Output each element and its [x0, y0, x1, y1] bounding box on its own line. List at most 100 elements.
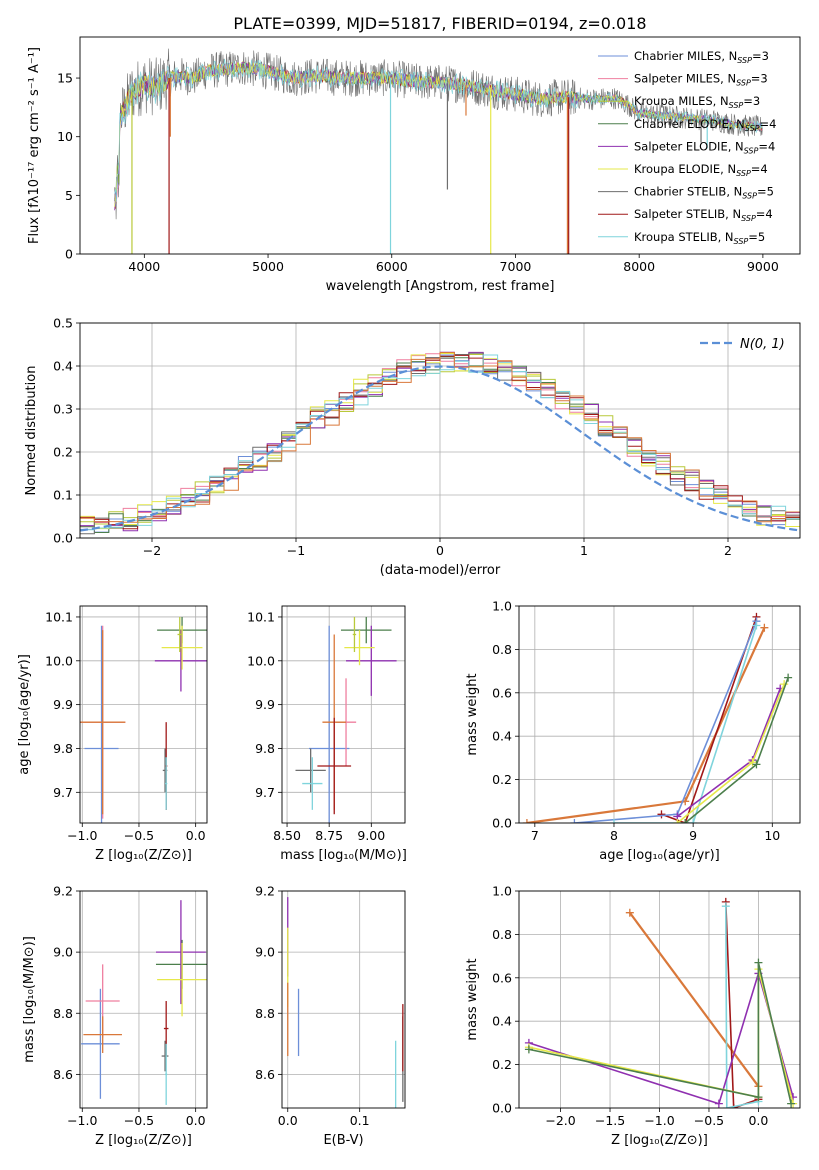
tick-label-y: 10 [57, 129, 73, 144]
weight-line [725, 901, 759, 1108]
plot-area-spectrum [114, 48, 764, 254]
plot-area-mass_vs_ebv [287, 897, 404, 1108]
tick-label-y: 9.7 [53, 785, 73, 800]
histogram-step [80, 352, 800, 537]
axes-spectrum: 4000 5000 6000 7000 8000 9000 0 5 10 15 wavelength… [27, 36, 801, 294]
weight-marker [721, 902, 730, 911]
tick-label-x: 2 [724, 543, 732, 558]
tick-label-y: 9.2 [53, 884, 73, 899]
tick-label-y: 0.0 [492, 816, 512, 831]
tick-label-y: 8.6 [255, 1067, 275, 1082]
tick-label-y: 0.4 [492, 729, 512, 744]
tick-label-y: 0.2 [492, 1057, 512, 1072]
x-axis-label: Z [log₁₀(Z/Z⊙)] [95, 848, 192, 863]
x-axis-label: Z [log₁₀(Z/Z⊙)] [611, 1133, 708, 1148]
axes-frame [518, 890, 801, 1109]
x-axis-label: (data-model)/error [380, 563, 501, 578]
tick-label-y: 10.1 [247, 609, 275, 624]
tick-label-x: 9 [689, 828, 697, 843]
tick-label-y: 0.5 [53, 316, 73, 331]
gaussian-curve [80, 365, 800, 532]
weight-marker [657, 810, 666, 819]
axes-frame [79, 36, 801, 255]
weight-marker [609, 819, 618, 823]
weight-line [661, 616, 758, 823]
legend-entry: Salpeter ELODIE, NSSP=4 [634, 139, 775, 155]
tick-label-x: 9.00 [357, 828, 385, 843]
histogram-legend: N(0, 1) [700, 337, 785, 352]
weight-marker [681, 819, 690, 823]
x-axis-label: mass [log₁₀(M/M⊙)] [280, 848, 407, 863]
tick-label-y: 9.8 [53, 741, 73, 756]
weight-marker [689, 819, 698, 823]
tick-label-y: 10.0 [45, 653, 73, 668]
legend-entry: Kroupa ELODIE, NSSP=4 [634, 162, 768, 178]
tick-label-x: 6000 [376, 259, 408, 274]
y-axis-label: mass [log₁₀(M/M⊙)] [22, 936, 37, 1063]
tick-label-x: 8.50 [273, 828, 301, 843]
axes-weight_vs_Z: −2.0 −1.5 −1.0 −0.5 0.0 0.0 0.2 0.4 0.6 0.8 1.0 Z [… [465, 884, 801, 1148]
panels: 4000 5000 6000 7000 8000 9000051015wavelength… [17, 36, 801, 1148]
legend-entry: Kroupa STELIB, NSSP=5 [634, 230, 765, 246]
tick-label-y: 0 [65, 247, 73, 262]
tick-label-x: −1.0 [644, 1113, 674, 1128]
weight-marker [673, 819, 682, 823]
tick-label-x: 10 [764, 828, 780, 843]
x-axis-label: age [log₁₀(age/yr)] [599, 848, 720, 863]
weight-line [526, 627, 766, 823]
tick-label-y: 0.3 [53, 402, 73, 417]
weight-marker [754, 958, 763, 967]
tick-label-y: 0.6 [492, 970, 512, 985]
x-axis-label: Z [log₁₀(Z/Z⊙)] [95, 1133, 192, 1148]
legend-entry: Salpeter STELIB, NSSP=4 [634, 207, 773, 223]
tick-label-x: 8000 [623, 259, 655, 274]
axes-weight_vs_age: 7 8 9 10 0.0 0.2 0.4 0.6 0.8 1.0 age [log₁₀(age/yr… [465, 599, 801, 863]
weight-marker [752, 621, 761, 630]
tick-label-x: 7000 [500, 259, 532, 274]
legend-entry: Salpeter MILES, NSSP=3 [634, 72, 768, 88]
axes-frame [281, 890, 406, 1109]
tick-label-y: 10.1 [45, 609, 73, 624]
weight-marker [524, 1045, 533, 1054]
weight-line [528, 970, 794, 1105]
plot-area-weight_vs_Z [524, 897, 798, 1108]
y-axis-label: Normed distribution [24, 366, 39, 496]
tick-label-x: 7 [531, 828, 539, 843]
weight-marker [522, 819, 531, 823]
axes-frame [79, 322, 801, 539]
tick-label-x: 0.0 [278, 1113, 298, 1128]
tick-label-y: 0.4 [492, 1014, 512, 1029]
axes-frame [79, 890, 208, 1109]
tick-label-x: −1.5 [595, 1113, 625, 1128]
axes-age_vs_Z: −1.0 −0.5 0.0 9.7 9.8 9.9 10.0 10.1 Z [log₁₀(Z/Z… [17, 605, 208, 863]
plot-area-mass_vs_Z [81, 900, 207, 1105]
plot-area-age_vs_Z [80, 616, 207, 823]
axes-frame [79, 605, 208, 824]
plot-area-weight_vs_age [522, 612, 793, 823]
weight-marker [787, 1099, 796, 1108]
tick-label-y: 9.7 [255, 785, 275, 800]
tick-label-y: 9.9 [53, 697, 73, 712]
y-axis-label: Flux [fλ10⁻¹⁷ erg cm⁻² s⁻¹ A⁻¹] [27, 47, 42, 244]
tick-label-y: 0.6 [492, 685, 512, 700]
axes-frame [281, 605, 406, 824]
axes-mass_vs_Z: −1.0 −0.5 0.0 8.6 8.8 9.0 9.2 Z [log₁₀(Z/Z⊙)] ma… [22, 884, 208, 1148]
axes-age_vs_mass: 8.50 8.75 9.00 9.7 9.8 9.9 10.0 10.1 mass [log₁₀… [247, 605, 407, 863]
tick-label-x: 5000 [252, 259, 284, 274]
tick-label-x: 4000 [128, 259, 160, 274]
x-axis-label: wavelength [Angstrom, rest frame] [326, 279, 555, 294]
tick-label-x: 8.75 [315, 828, 343, 843]
tick-label-x: 0.1 [350, 1113, 370, 1128]
tick-label-x: −1.0 [67, 828, 97, 843]
tick-label-x: −1 [287, 543, 305, 558]
tick-label-y: 1.0 [492, 884, 512, 899]
weight-marker [570, 819, 579, 823]
tick-label-x: −0.5 [124, 1113, 154, 1128]
weight-line [725, 906, 759, 1108]
weight-line [574, 620, 758, 823]
weight-marker [760, 623, 769, 632]
tick-label-y: 0.0 [492, 1101, 512, 1116]
tick-label-y: 0.2 [492, 772, 512, 787]
legend-entry: Kroupa MILES, NSSP=3 [634, 94, 760, 110]
